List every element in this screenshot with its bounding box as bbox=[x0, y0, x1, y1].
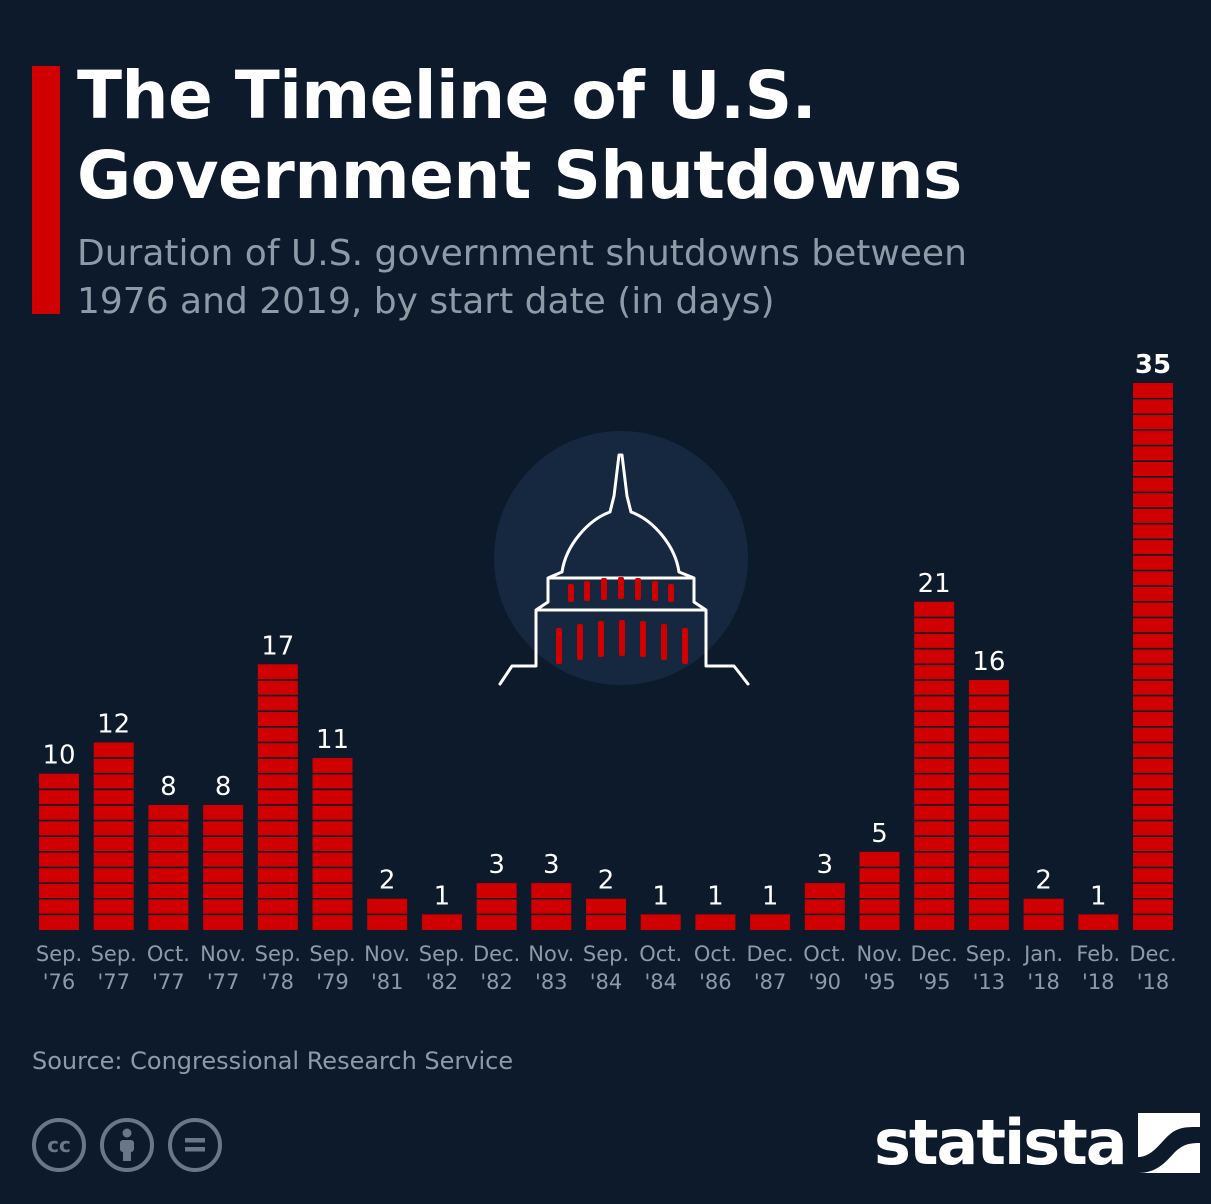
x-tick-label: Oct. bbox=[694, 942, 737, 966]
data-label: 12 bbox=[97, 709, 130, 739]
x-tick-label: Sep. bbox=[583, 942, 629, 966]
title-accent-bar bbox=[32, 66, 60, 314]
x-tick-label: '79 bbox=[316, 970, 349, 994]
x-tick-label: Nov. bbox=[364, 942, 410, 966]
x-tick-label: '81 bbox=[371, 970, 404, 994]
x-tick-label: '77 bbox=[97, 970, 130, 994]
chart-title-line-2: Government Shutdowns bbox=[77, 137, 962, 214]
source-note: Source: Congressional Research Service bbox=[32, 1047, 514, 1075]
data-label: 1 bbox=[434, 881, 451, 911]
data-label: 1 bbox=[762, 881, 779, 911]
x-tick-label: Nov. bbox=[856, 942, 902, 966]
equals-sign-icon bbox=[185, 1138, 205, 1152]
data-label: 8 bbox=[160, 772, 177, 802]
data-label: 3 bbox=[543, 850, 560, 880]
x-tick-label: Oct. bbox=[803, 942, 846, 966]
x-tick-label: '83 bbox=[535, 970, 568, 994]
x-tick-label: Oct. bbox=[147, 942, 190, 966]
x-tick-label: Jan. bbox=[1022, 942, 1063, 966]
data-label: 1 bbox=[707, 881, 724, 911]
x-tick-label: '18 bbox=[1137, 970, 1170, 994]
data-label: 2 bbox=[598, 866, 615, 896]
license-icons: cc bbox=[32, 1118, 222, 1172]
data-label: 3 bbox=[488, 850, 505, 880]
bar bbox=[804, 883, 845, 930]
x-tick-label: '87 bbox=[754, 970, 787, 994]
x-tick-label: Sep. bbox=[91, 942, 137, 966]
bar bbox=[914, 601, 955, 930]
x-tick-labels-layer: Sep. '76 Sep. '77 Oct. '77 Nov. '77 Sep. '78 Sep. '… bbox=[36, 942, 1177, 994]
capitol-dome-icon bbox=[494, 431, 750, 686]
x-tick-label: Sep. bbox=[966, 942, 1012, 966]
x-tick-label: '90 bbox=[809, 970, 842, 994]
bar bbox=[640, 914, 681, 930]
chart-subtitle-line-1: Duration of U.S. government shutdowns be… bbox=[77, 233, 967, 274]
chart-subtitle-line-2: 1976 and 2019, by start date (in days) bbox=[77, 281, 775, 322]
data-label: 35 bbox=[1135, 350, 1171, 380]
data-label: 3 bbox=[817, 850, 834, 880]
bar bbox=[312, 758, 353, 930]
x-tick-label: Sep. bbox=[309, 942, 355, 966]
x-tick-label: Dec. bbox=[746, 942, 793, 966]
bar bbox=[476, 883, 517, 930]
data-label: 1 bbox=[652, 881, 669, 911]
x-tick-label: Dec. bbox=[911, 942, 958, 966]
x-tick-label: '78 bbox=[262, 970, 295, 994]
data-label: 16 bbox=[972, 647, 1005, 677]
bar bbox=[257, 664, 298, 930]
x-tick-label: '13 bbox=[973, 970, 1006, 994]
x-tick-label: Nov. bbox=[528, 942, 574, 966]
x-tick-label: Sep. bbox=[36, 942, 82, 966]
x-tick-label: '82 bbox=[480, 970, 513, 994]
bar bbox=[1078, 914, 1119, 930]
x-tick-label: '18 bbox=[1027, 970, 1060, 994]
chart-subtitle: Duration of U.S. government shutdowns be… bbox=[77, 230, 1177, 326]
bar bbox=[750, 914, 791, 930]
bars-layer bbox=[39, 383, 1173, 930]
data-label: 5 bbox=[871, 819, 888, 849]
x-tick-label: '95 bbox=[918, 970, 951, 994]
x-tick-label: '18 bbox=[1082, 970, 1115, 994]
data-label: 21 bbox=[918, 569, 951, 599]
x-tick-label: '76 bbox=[43, 970, 76, 994]
x-tick-label: Oct. bbox=[639, 942, 682, 966]
x-tick-label: '86 bbox=[699, 970, 732, 994]
data-label: 1 bbox=[1090, 881, 1107, 911]
x-tick-label: Dec. bbox=[1129, 942, 1176, 966]
bar bbox=[1133, 383, 1173, 930]
bar bbox=[859, 851, 900, 930]
x-tick-label: '84 bbox=[644, 970, 677, 994]
x-tick-label: '84 bbox=[590, 970, 623, 994]
attribution-person-icon bbox=[120, 1128, 134, 1161]
creative-commons-icon[interactable]: cc bbox=[32, 1118, 86, 1172]
x-tick-label: Feb. bbox=[1076, 942, 1120, 966]
no-derivatives-icon[interactable] bbox=[168, 1118, 222, 1172]
data-label: 11 bbox=[316, 725, 349, 755]
x-tick-label: '82 bbox=[426, 970, 459, 994]
statista-wordmark: statista bbox=[874, 1106, 1128, 1179]
x-tick-label: Sep. bbox=[419, 942, 465, 966]
x-tick-label: Nov. bbox=[200, 942, 246, 966]
x-tick-label: '77 bbox=[152, 970, 185, 994]
statista-logo-icon bbox=[1137, 1113, 1200, 1173]
x-tick-label: '77 bbox=[207, 970, 240, 994]
data-label: 2 bbox=[379, 866, 396, 896]
x-tick-label: '95 bbox=[863, 970, 896, 994]
bar bbox=[695, 914, 736, 930]
bar bbox=[531, 883, 572, 930]
x-tick-label: Dec. bbox=[473, 942, 520, 966]
x-tick-label: Sep. bbox=[255, 942, 301, 966]
chart-title: The Timeline of U.S. Government Shutdown… bbox=[77, 56, 1177, 216]
statista-logo[interactable]: statista bbox=[874, 1108, 1200, 1178]
bar bbox=[421, 914, 462, 930]
data-label: 8 bbox=[215, 772, 232, 802]
data-label: 2 bbox=[1035, 866, 1052, 896]
chart-title-line-1: The Timeline of U.S. bbox=[77, 57, 817, 134]
data-label: 17 bbox=[261, 631, 294, 661]
attribution-icon[interactable] bbox=[100, 1118, 154, 1172]
data-label: 10 bbox=[42, 741, 75, 771]
